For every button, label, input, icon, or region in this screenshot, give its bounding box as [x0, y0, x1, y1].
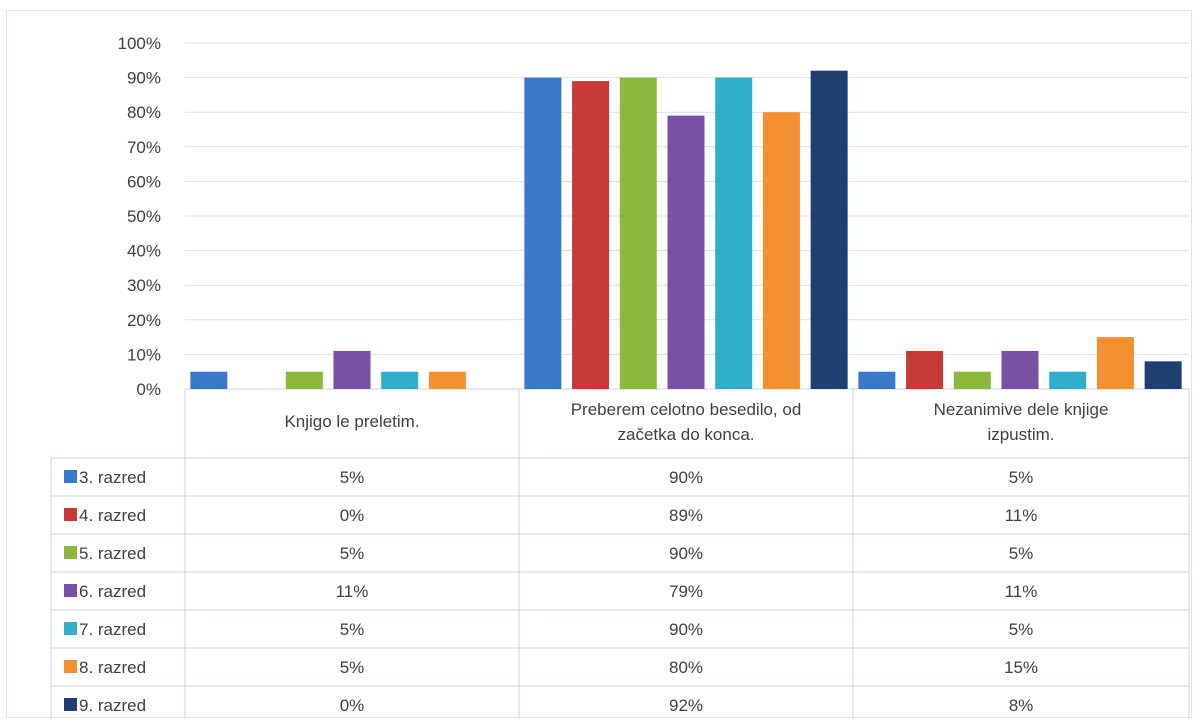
bar	[1049, 371, 1087, 389]
data-label: 80%	[669, 658, 703, 677]
y-tick-label: 50%	[127, 207, 161, 226]
y-tick-label: 60%	[127, 172, 161, 191]
data-label: 5%	[1009, 544, 1034, 563]
bar-chart: 0% 10% 20% 30% 40% 50% 60% 70% 80% 90% 100% Knjigo …	[50, 34, 1190, 719]
bar	[285, 371, 323, 389]
bar	[906, 350, 944, 389]
data-label: 5%	[340, 658, 365, 677]
x-tick-label: Knjigo le preletim.	[284, 412, 419, 431]
legend-swatch	[64, 546, 77, 559]
y-tick-label: 100%	[118, 34, 161, 53]
bar	[762, 112, 800, 389]
legend-label: 7. razred	[79, 620, 146, 639]
chart-frame: 0% 10% 20% 30% 40% 50% 60% 70% 80% 90% 100% Knjigo …	[6, 10, 1192, 719]
bar	[715, 77, 753, 389]
data-label: 90%	[669, 468, 703, 487]
bar	[381, 371, 419, 389]
data-label: 8%	[1009, 696, 1034, 715]
bar	[428, 371, 466, 389]
data-label: 0%	[340, 696, 365, 715]
data-label: 92%	[669, 696, 703, 715]
y-tick-label: 20%	[127, 311, 161, 330]
legend-swatch	[64, 584, 77, 597]
x-tick-label: Preberem celotno besedilo, od	[571, 400, 802, 419]
data-label: 90%	[669, 620, 703, 639]
data-label: 5%	[340, 620, 365, 639]
data-label: 5%	[1009, 468, 1034, 487]
bar	[1001, 350, 1039, 389]
bar	[858, 371, 896, 389]
legend-swatch	[64, 660, 77, 673]
x-tick-label: Nezanimive dele knjige	[934, 400, 1109, 419]
data-label: 90%	[669, 544, 703, 563]
data-label: 5%	[340, 468, 365, 487]
y-tick-label: 70%	[127, 138, 161, 157]
bar	[190, 371, 228, 389]
bar	[667, 115, 705, 389]
bar	[619, 77, 657, 389]
legend-label: 6. razred	[79, 582, 146, 601]
data-label: 0%	[340, 506, 365, 525]
legend-swatch	[64, 698, 77, 711]
data-label: 89%	[669, 506, 703, 525]
legend-label: 3. razred	[79, 468, 146, 487]
bar	[1096, 337, 1134, 389]
legend-label: 9. razred	[79, 696, 146, 715]
legend-swatch	[64, 622, 77, 635]
bar	[810, 70, 848, 390]
y-tick-label: 30%	[127, 276, 161, 295]
legend-swatch	[64, 508, 77, 521]
data-label: 15%	[1004, 658, 1038, 677]
x-tick-label: začetka do konca.	[617, 425, 754, 444]
y-tick-label: 40%	[127, 242, 161, 261]
data-label: 11%	[1005, 582, 1038, 601]
x-tick-label: izpustim.	[987, 425, 1054, 444]
bar	[953, 371, 991, 389]
data-label: 79%	[669, 582, 703, 601]
bar	[1144, 361, 1182, 389]
bar	[333, 350, 371, 389]
bar	[524, 77, 562, 389]
data-label: 5%	[1009, 620, 1034, 639]
data-label: 11%	[336, 582, 369, 601]
bar	[572, 81, 610, 389]
legend-label: 5. razred	[79, 544, 146, 563]
legend-label: 8. razred	[79, 658, 146, 677]
legend-swatch	[64, 470, 77, 483]
data-label: 11%	[1005, 506, 1038, 525]
y-tick-label: 0%	[136, 380, 161, 399]
y-tick-label: 80%	[127, 103, 161, 122]
data-label: 5%	[340, 544, 365, 563]
legend-label: 4. razred	[79, 506, 146, 525]
y-tick-label: 10%	[127, 345, 161, 364]
y-tick-label: 90%	[127, 69, 161, 88]
